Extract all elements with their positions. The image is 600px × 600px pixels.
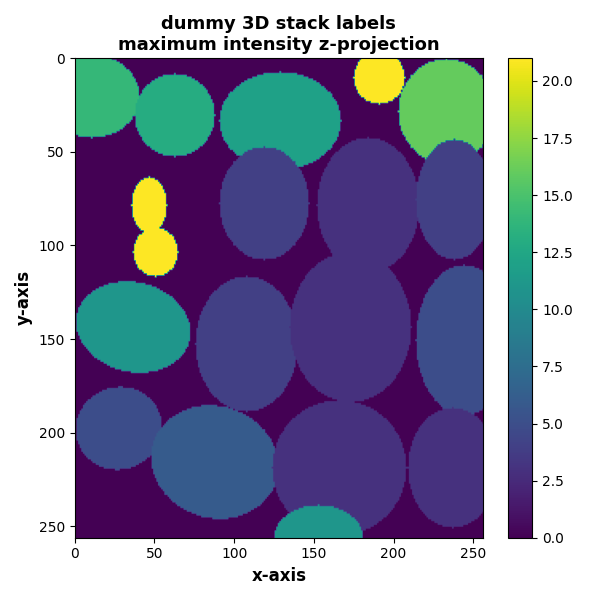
- Y-axis label: y-axis: y-axis: [15, 271, 33, 325]
- Title: dummy 3D stack labels
maximum intensity z-projection: dummy 3D stack labels maximum intensity …: [118, 15, 440, 54]
- X-axis label: x-axis: x-axis: [251, 567, 306, 585]
